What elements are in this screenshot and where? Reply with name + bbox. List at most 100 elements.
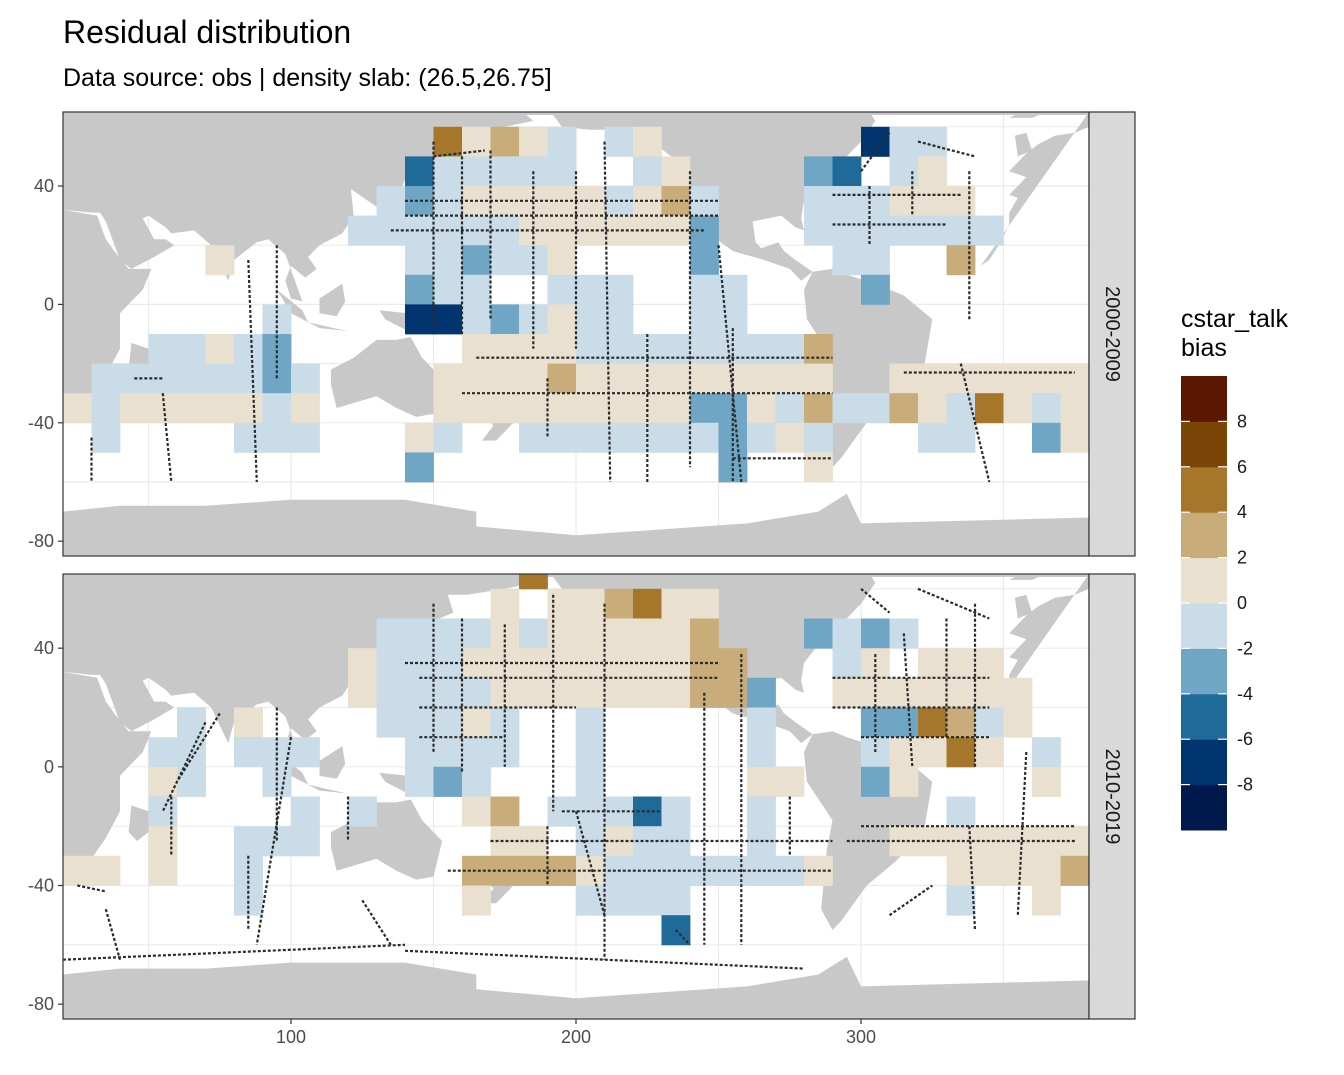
bias-cell — [1032, 737, 1061, 768]
bias-cell — [177, 737, 206, 768]
cruise-track — [104, 908, 122, 960]
bias-cell — [1060, 855, 1089, 886]
bias-cell — [861, 677, 890, 708]
bias-cell — [576, 677, 605, 708]
cruise-track — [860, 132, 891, 172]
bias-cell — [946, 245, 976, 276]
legend-swatch — [1181, 603, 1227, 649]
panel-plot-area — [63, 574, 1089, 1019]
bias-cell — [747, 796, 776, 827]
cruise-track — [63, 943, 406, 961]
bias-cell — [633, 855, 662, 886]
landmass — [1014, 594, 1032, 619]
bias-cell — [262, 766, 292, 797]
bias-cell — [547, 334, 577, 364]
bias-cell — [262, 334, 292, 364]
bias-cell — [490, 363, 520, 394]
legend-title-line1: cstar_talk — [1181, 305, 1288, 333]
bias-cell — [576, 393, 605, 424]
bias-cell — [661, 156, 691, 187]
bias-cell — [946, 885, 976, 916]
bias-cell — [433, 245, 463, 276]
bias-cell — [975, 363, 1004, 394]
bias-cell — [234, 393, 263, 424]
bias-cell — [547, 156, 577, 187]
bias-cell — [1003, 677, 1033, 708]
bias-cell — [576, 422, 605, 453]
bias-cell — [1032, 363, 1061, 394]
bias-cell — [832, 648, 862, 679]
bias-cell — [747, 707, 776, 738]
bias-cell — [433, 156, 463, 187]
bias-cell — [1032, 885, 1061, 916]
chart-title: Residual distribution — [63, 14, 352, 50]
bias-cell — [519, 648, 548, 679]
bias-cell — [205, 393, 235, 424]
bias-cell — [433, 737, 463, 768]
bias-cell — [405, 304, 434, 335]
bias-cell — [576, 588, 605, 619]
bias-cell — [889, 186, 919, 216]
bias-cell — [205, 363, 235, 394]
legend-swatch — [1181, 693, 1227, 740]
bias-cell — [148, 796, 178, 827]
landmass — [980, 574, 1089, 729]
bias-cell — [861, 215, 890, 246]
bias-cell — [690, 304, 719, 335]
bias-cell — [604, 677, 634, 708]
bias-cell — [690, 274, 719, 305]
bias-cell — [661, 618, 691, 649]
bias-cell — [490, 245, 520, 276]
bias-cell — [376, 648, 406, 679]
bias-cell — [861, 766, 890, 797]
bias-cell — [946, 796, 976, 827]
bias-cell — [490, 156, 520, 187]
facet-strip — [1088, 573, 1136, 1020]
bias-cell — [291, 796, 320, 827]
x-tick-label: 300 — [846, 1027, 876, 1047]
bias-cell — [661, 363, 691, 394]
legend-swatch — [1181, 557, 1227, 604]
arctic-land — [63, 112, 1089, 115]
bias-cell — [291, 363, 320, 394]
bias-cell — [832, 215, 862, 246]
cruise-track — [959, 363, 991, 483]
bias-cell — [63, 393, 92, 424]
bias-cell — [234, 422, 263, 453]
bias-cell — [718, 677, 748, 708]
bias-cell — [1003, 855, 1033, 886]
bias-cell — [661, 422, 691, 453]
facet-strip-label: 2000-2009 — [1101, 286, 1123, 382]
bias-cell — [633, 885, 662, 916]
bias-cell — [690, 648, 719, 679]
bias-cell — [576, 215, 605, 246]
cruise-track — [404, 949, 805, 970]
legend-title-line2: bias — [1181, 334, 1227, 362]
bias-cell — [832, 245, 862, 276]
bias-cell — [91, 393, 121, 424]
bias-cell — [747, 422, 776, 453]
bias-cell — [519, 126, 548, 157]
bias-cell — [604, 274, 634, 305]
bias-cell — [1060, 363, 1089, 394]
landmass — [63, 493, 1089, 556]
bias-cell — [291, 393, 320, 424]
bias-cell — [775, 363, 805, 394]
bias-cell — [918, 126, 947, 157]
bias-cell — [661, 885, 691, 916]
bias-cell — [519, 422, 548, 453]
bias-cell — [547, 363, 577, 394]
bias-cell — [718, 274, 748, 305]
cruise-track — [603, 141, 612, 483]
bias-cell — [804, 618, 833, 649]
bias-cell — [1060, 422, 1089, 453]
bias-cell — [804, 393, 833, 424]
bias-cell — [1032, 422, 1061, 453]
bias-cell — [234, 363, 263, 394]
cruise-track — [255, 737, 293, 945]
cruise-tracks — [90, 132, 1075, 483]
bias-cell — [547, 618, 577, 649]
bias-cell — [690, 215, 719, 246]
bias-cell — [405, 618, 434, 649]
bias-cell — [747, 855, 776, 886]
